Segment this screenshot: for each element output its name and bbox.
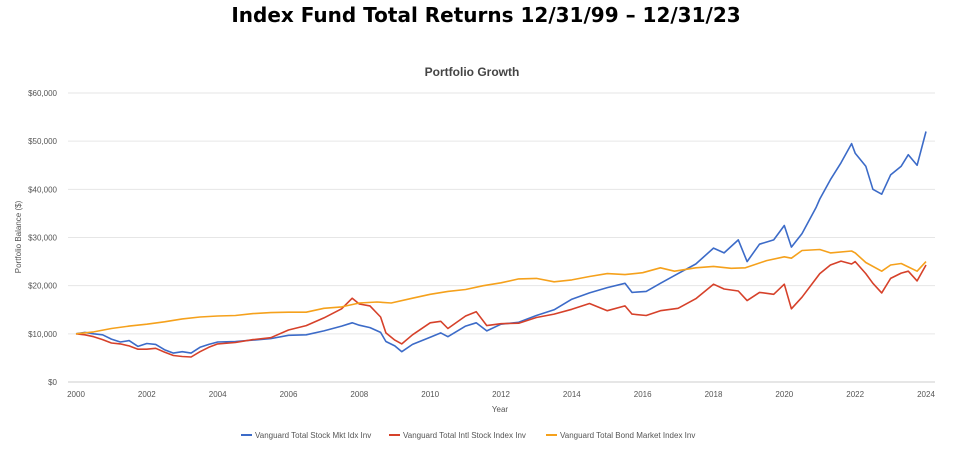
- legend: Vanguard Total Stock Mkt Idx Inv Vanguard…: [241, 431, 695, 440]
- y-tick-label: $30,000: [28, 234, 57, 243]
- y-tick-label: $60,000: [28, 89, 57, 98]
- x-tick-label: 2020: [775, 390, 793, 399]
- x-tick-label: 2016: [634, 390, 652, 399]
- x-tick-label: 2014: [563, 390, 581, 399]
- y-axis-ticks: $0 $10,000 $20,000 $30,000 $40,000 $50,000 $60…: [28, 89, 57, 387]
- legend-label-2: Vanguard Total Intl Stock Index Inv: [403, 431, 526, 440]
- series-line-2: [75, 260, 927, 358]
- y-axis-title: Portfolio Balance ($): [14, 200, 23, 273]
- series-line-1: [75, 131, 927, 354]
- x-tick-label: 2024: [917, 390, 935, 399]
- series-lines: [75, 131, 927, 358]
- series-line-3: [75, 248, 927, 335]
- x-tick-label: 2018: [705, 390, 723, 399]
- x-tick-label: 2006: [280, 390, 298, 399]
- y-tick-label: $50,000: [28, 137, 57, 146]
- x-tick-label: 2022: [846, 390, 864, 399]
- y-tick-label: $10,000: [28, 330, 57, 339]
- x-tick-label: 2004: [209, 390, 227, 399]
- x-axis-ticks: 2000 2002 2004 2006 2008 2010 2012 2014 2016 2018…: [67, 390, 935, 399]
- x-axis-title: Year: [492, 405, 509, 414]
- gridlines: [68, 92, 935, 335]
- y-tick-label: $0: [48, 378, 57, 387]
- chart-title: Portfolio Growth: [425, 65, 520, 79]
- y-tick-label: $40,000: [28, 185, 57, 194]
- x-tick-label: 2010: [421, 390, 439, 399]
- page-heading: Index Fund Total Returns 12/31/99 – 12/3…: [231, 3, 741, 27]
- x-tick-label: 2002: [138, 390, 156, 399]
- legend-label-1: Vanguard Total Stock Mkt Idx Inv: [255, 431, 371, 440]
- y-tick-label: $20,000: [28, 282, 57, 291]
- legend-label-3: Vanguard Total Bond Market Index Inv: [560, 431, 695, 440]
- x-tick-label: 2012: [492, 390, 510, 399]
- x-tick-label: 2008: [350, 390, 368, 399]
- x-tick-label: 2000: [67, 390, 85, 399]
